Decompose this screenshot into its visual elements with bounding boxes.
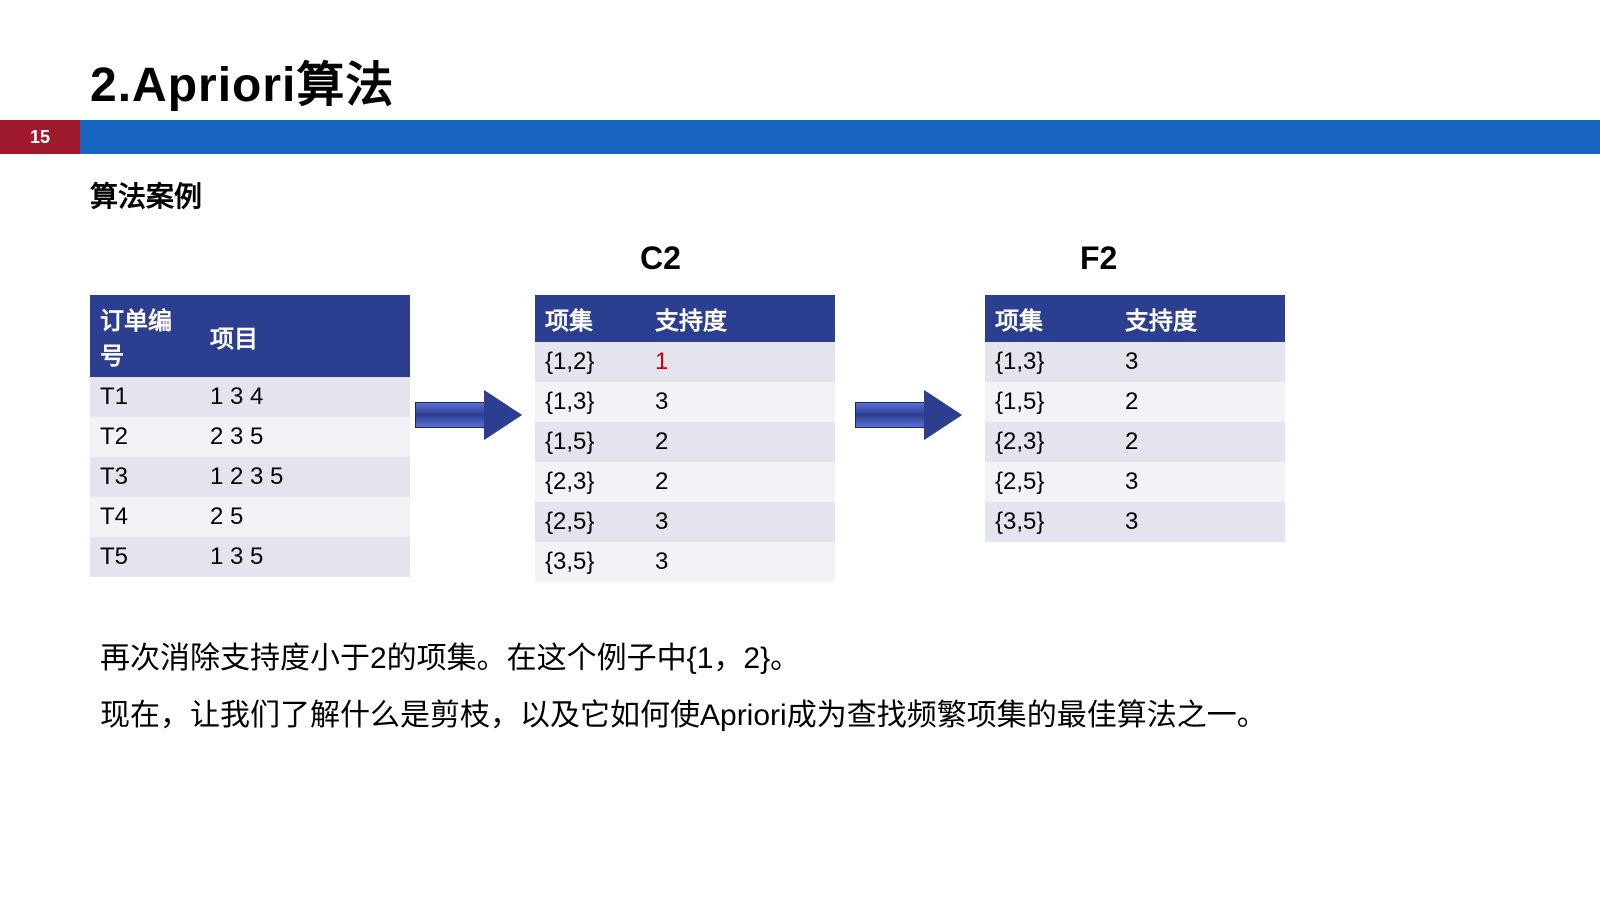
c2-table: 项集 支持度 {1,2}1{1,3}3{1,5}2{2,3}2{2,5}3{3,… [535, 295, 835, 582]
table-cell: 2 [1115, 382, 1285, 422]
table-row: {2,3}2 [535, 462, 835, 502]
t1-header-id: 订单编号 [90, 295, 200, 377]
table-cell: 1 [645, 342, 835, 382]
table-cell: 3 [1115, 502, 1285, 542]
table-row: {1,3}3 [535, 382, 835, 422]
table-row: {1,5}2 [985, 382, 1285, 422]
table-row: {1,5}2 [535, 422, 835, 462]
slide-title: 2.Apriori算法 [90, 45, 394, 115]
table-cell: 1 3 4 [200, 377, 410, 417]
table-row: {3,5}3 [985, 502, 1285, 542]
table-cell: 1 2 3 5 [200, 457, 410, 497]
explanation-line-2: 现在，让我们了解什么是剪枝，以及它如何使Apriori成为查找频繁项集的最佳算法… [100, 687, 1520, 744]
t3-header-sup: 支持度 [1115, 295, 1285, 342]
table-cell: {2,5} [535, 502, 645, 542]
page-number: 15 [0, 120, 80, 154]
explanation-text: 再次消除支持度小于2的项集。在这个例子中{1，2}。 现在，让我们了解什么是剪枝… [100, 630, 1520, 744]
section-subtitle: 算法案例 [90, 175, 202, 215]
table-label-c2: C2 [640, 240, 681, 277]
t3-header-set: 项集 [985, 295, 1115, 342]
explanation-line-1: 再次消除支持度小于2的项集。在这个例子中{1，2}。 [100, 630, 1520, 687]
table-cell: 2 [1115, 422, 1285, 462]
table-cell: {3,5} [985, 502, 1115, 542]
table-cell: T4 [90, 497, 200, 537]
t2-header-set: 项集 [535, 295, 645, 342]
table-cell: 3 [645, 542, 835, 582]
table-cell: 2 [645, 422, 835, 462]
table-cell: {2,3} [985, 422, 1115, 462]
slide: 2.Apriori算法 15 算法案例 C2 F2 订单编号 项目 T11 3 … [0, 0, 1600, 900]
arrow-icon [415, 390, 525, 440]
divider-bar [80, 120, 1600, 154]
table-cell: 3 [645, 382, 835, 422]
table-cell: 3 [645, 502, 835, 542]
page-bar: 15 [0, 120, 1600, 154]
table-cell: {2,3} [535, 462, 645, 502]
arrow-icon [855, 390, 965, 440]
table-row: {1,2}1 [535, 342, 835, 382]
table-cell: {1,3} [985, 342, 1115, 382]
table-cell: {1,3} [535, 382, 645, 422]
transactions-table: 订单编号 项目 T11 3 4T22 3 5T31 2 3 5T42 5T51 … [90, 295, 410, 577]
table-row: {3,5}3 [535, 542, 835, 582]
table-row: {2,5}3 [985, 462, 1285, 502]
table-row: T11 3 4 [90, 377, 410, 417]
t1-header-items: 项目 [200, 295, 410, 377]
table-row: {2,3}2 [985, 422, 1285, 462]
t2-header-sup: 支持度 [645, 295, 835, 342]
table-cell: T1 [90, 377, 200, 417]
table-cell: 2 3 5 [200, 417, 410, 457]
table-cell: {2,5} [985, 462, 1115, 502]
table-row: T22 3 5 [90, 417, 410, 457]
table-cell: {1,2} [535, 342, 645, 382]
table-cell: {3,5} [535, 542, 645, 582]
table-cell: 2 5 [200, 497, 410, 537]
table-cell: {1,5} [985, 382, 1115, 422]
table-cell: T2 [90, 417, 200, 457]
table-row: {2,5}3 [535, 502, 835, 542]
table-cell: 3 [1115, 462, 1285, 502]
table-cell: 2 [645, 462, 835, 502]
table-row: T42 5 [90, 497, 410, 537]
table-cell: 3 [1115, 342, 1285, 382]
table-cell: {1,5} [535, 422, 645, 462]
table-cell: T3 [90, 457, 200, 497]
table-cell: T5 [90, 537, 200, 577]
table-label-f2: F2 [1080, 240, 1117, 277]
table-cell: 1 3 5 [200, 537, 410, 577]
table-row: T51 3 5 [90, 537, 410, 577]
table-row: {1,3}3 [985, 342, 1285, 382]
f2-table: 项集 支持度 {1,3}3{1,5}2{2,3}2{2,5}3{3,5}3 [985, 295, 1285, 542]
table-row: T31 2 3 5 [90, 457, 410, 497]
